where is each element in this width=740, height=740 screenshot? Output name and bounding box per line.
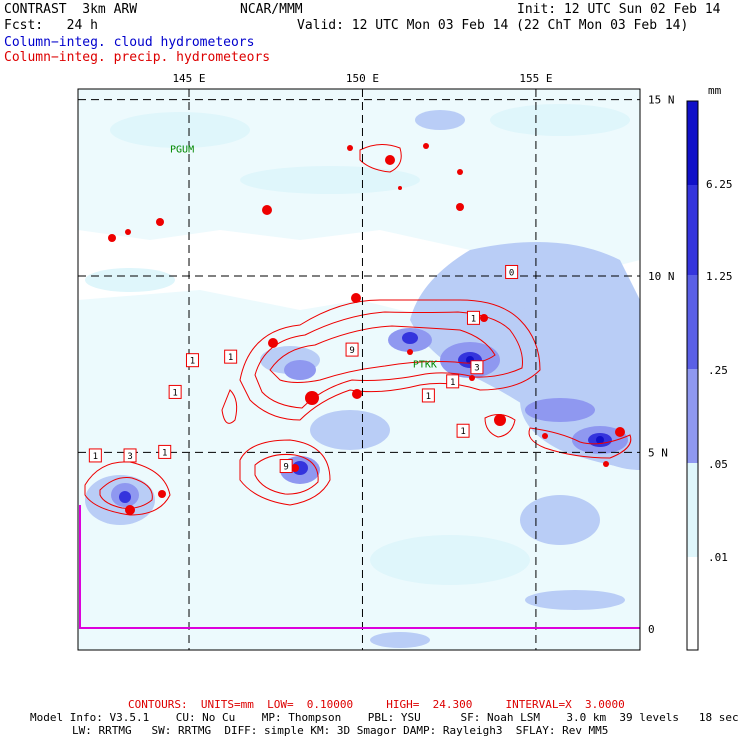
forecast-hour: Fcst: 24 h xyxy=(4,18,98,33)
legend-level: 6.25 xyxy=(706,178,733,191)
init-time: Init: 12 UTC Sun 02 Feb 14 xyxy=(517,2,721,17)
legend-level: .01 xyxy=(708,551,728,564)
contour-label-box xyxy=(168,384,182,399)
contour-label: 1 xyxy=(426,392,431,402)
contour-label: 1 xyxy=(460,427,465,437)
contour-label: 1 xyxy=(172,388,177,398)
color-legend: mm 6.25 1.25 .25 .05 .01 xyxy=(686,84,733,651)
y-tick-label: 15 N xyxy=(648,94,675,107)
contour-label: 9 xyxy=(283,463,288,473)
station-label: PGUM xyxy=(170,145,194,156)
model-info-line2: LW: RRTMG SW: RRTMG DIFF: simple KM: 3D … xyxy=(72,724,609,737)
legend-swatch-2 xyxy=(687,463,698,557)
center-title: NCAR/MMM xyxy=(240,2,303,17)
domain-boundary xyxy=(79,505,640,629)
model-info-line1: Model Info: V3.5.1 CU: No Cu MP: Thompso… xyxy=(30,711,739,724)
contour-label: 1 xyxy=(450,378,455,388)
contour-label-box xyxy=(456,423,470,438)
contour-label: 1 xyxy=(162,448,167,458)
legend-swatch-4 xyxy=(687,275,698,369)
model-title: CONTRAST 3km ARW xyxy=(4,2,138,17)
legend-swatch-5 xyxy=(687,185,698,275)
station-label: PTKK xyxy=(413,360,437,371)
legend-level: .25 xyxy=(708,364,728,377)
contour-label-box xyxy=(88,448,102,463)
legend-swatch-6 xyxy=(687,101,698,185)
contour-label: 1 xyxy=(190,357,195,367)
valid-time: Valid: 12 UTC Mon 03 Feb 14 (22 ChT Mon … xyxy=(297,18,689,33)
contour-label-box xyxy=(470,360,484,375)
contour-label: 1 xyxy=(228,353,233,363)
contour-label-box xyxy=(224,349,238,364)
contour-label: 9 xyxy=(349,346,354,356)
legend-level: .05 xyxy=(708,458,728,471)
weather-map: 145 E 150 E 155 E 0 5 N 10 N 15 N PGUM PT… xyxy=(77,72,733,651)
contour-label: 3 xyxy=(127,452,132,462)
contour-label-box xyxy=(185,353,199,368)
contour-label: 3 xyxy=(474,364,479,374)
field-cloud-label: Column−integ. cloud hydrometeors xyxy=(4,35,255,50)
legend-swatch-3 xyxy=(687,369,698,463)
contour-info: CONTOURS: UNITS=mm LOW= 0.10000 HIGH= 24… xyxy=(128,698,625,711)
legend-unit: mm xyxy=(708,84,722,97)
x-tick-label: 155 E xyxy=(519,72,552,85)
y-tick-label: 0 xyxy=(648,623,655,636)
contour-label-box xyxy=(279,459,293,474)
contour-label-box xyxy=(158,444,172,459)
contour-label-box xyxy=(446,374,460,389)
contour-label: 1 xyxy=(471,314,476,324)
x-tick-label: 150 E xyxy=(346,72,379,85)
field-precip-label: Column−integ. precip. hydrometeors xyxy=(4,50,271,65)
contour-label-box xyxy=(123,448,137,463)
contour-label: 1 xyxy=(93,452,98,462)
contour-label: 0 xyxy=(509,268,514,278)
map-grid xyxy=(78,89,640,650)
y-tick-label: 5 N xyxy=(648,446,668,459)
legend-level: 1.25 xyxy=(706,270,733,283)
contour-label-box xyxy=(421,388,435,403)
contour-label-box xyxy=(345,342,359,357)
y-tick-label: 10 N xyxy=(648,270,675,283)
cloud-field-layer xyxy=(78,89,640,650)
x-tick-label: 145 E xyxy=(172,72,205,85)
precip-contours xyxy=(84,144,632,516)
contour-label-box xyxy=(505,264,519,279)
map-frame xyxy=(77,88,641,651)
contour-label-box xyxy=(466,310,480,325)
legend-swatch-1 xyxy=(687,557,698,650)
